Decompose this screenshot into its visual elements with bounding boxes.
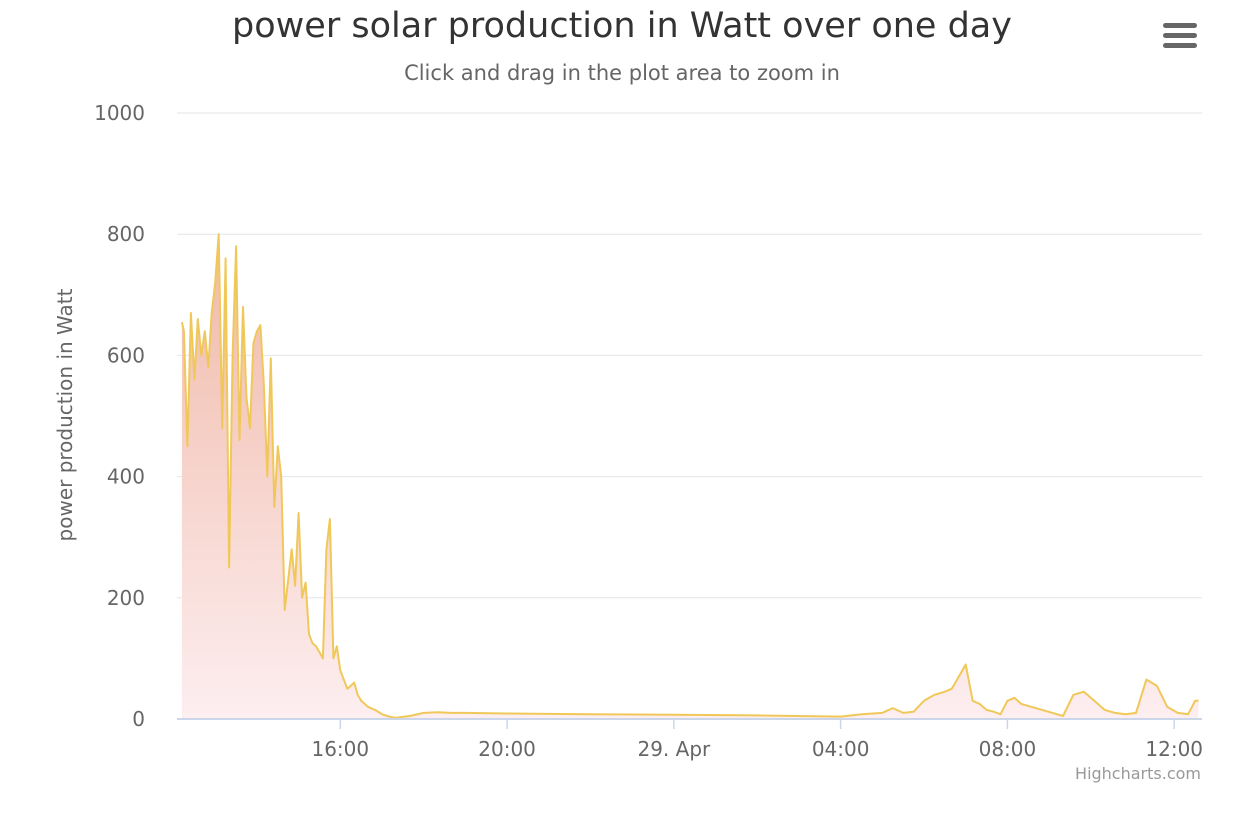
hamburger-menu-icon[interactable]: [1160, 20, 1200, 52]
credits-link[interactable]: Highcharts.com: [1075, 764, 1201, 783]
x-tick-label-0: 16:00: [311, 737, 369, 761]
y-tick-label-200: 200: [107, 586, 145, 610]
series-line[interactable]: [180, 233, 1199, 719]
chart-title: power solar production in Watt over one …: [232, 6, 1012, 46]
x-axis-ticks: 16:00 20:00 29. Apr 04:00 08:00 12:00: [311, 719, 1203, 761]
y-tick-label-1000: 1000: [94, 101, 145, 125]
y-tick-label-800: 800: [107, 222, 145, 246]
x-tick-label-5: 12:00: [1145, 737, 1203, 761]
y-tick-label-600: 600: [107, 343, 145, 367]
y-tick-label-0: 0: [132, 707, 145, 731]
series-area: [181, 234, 1199, 719]
y-tick-label-400: 400: [107, 465, 145, 489]
x-tick-label-1: 20:00: [478, 737, 536, 761]
y-axis-ticks: 0 200 400 600 800 1000: [94, 101, 145, 731]
y-axis-title: power production in Watt: [53, 288, 77, 541]
x-tick-label-2: 29. Apr: [637, 737, 711, 761]
x-tick-label-4: 08:00: [979, 737, 1037, 761]
x-tick-label-3: 04:00: [812, 737, 870, 761]
grid-lines: [177, 112, 1202, 599]
chart-subtitle: Click and drag in the plot area to zoom …: [404, 61, 840, 85]
